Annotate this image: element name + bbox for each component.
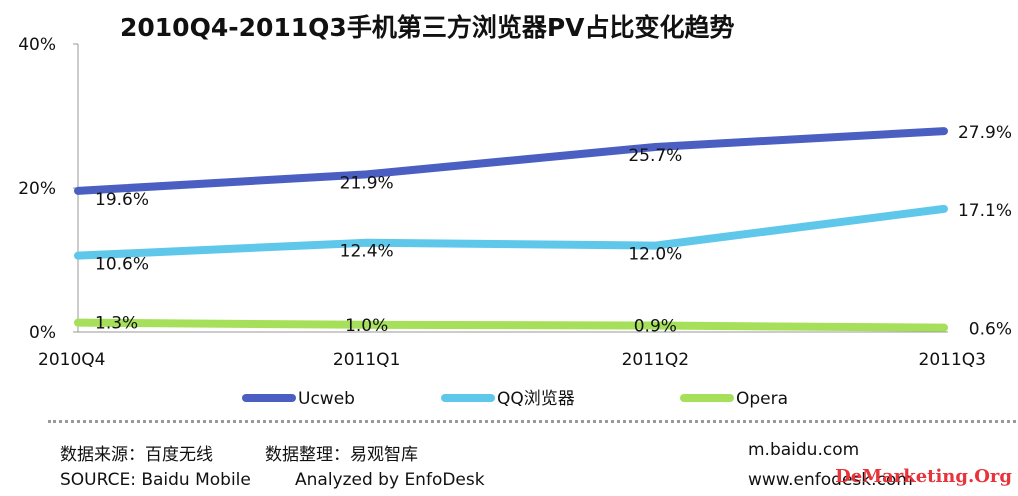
data-label: 17.1% bbox=[958, 201, 1012, 221]
x-tick-label: 2011Q1 bbox=[333, 350, 400, 370]
x-tick-label: 2011Q2 bbox=[622, 350, 689, 370]
data-label: 19.6% bbox=[95, 190, 149, 210]
data-label: 12.4% bbox=[340, 242, 394, 262]
series-line-1 bbox=[74, 204, 948, 260]
data-label: 0.9% bbox=[634, 317, 677, 337]
chart-axes: 0% 20% 40% 2010Q4 2011Q1 2011Q2 2011Q3 bbox=[18, 35, 986, 370]
data-label: 12.0% bbox=[628, 245, 682, 265]
legend-label: Ucweb bbox=[298, 389, 355, 409]
x-tick-label: 2011Q3 bbox=[919, 350, 986, 370]
series-line-2 bbox=[74, 318, 948, 332]
y-tick-label: 20% bbox=[18, 179, 56, 199]
analysis-en: Analyzed by EnfoDesk bbox=[295, 470, 485, 490]
watermark: DeMarketing.Org bbox=[835, 466, 1012, 487]
site-baidu: m.baidu.com bbox=[748, 440, 860, 460]
data-label: 0.6% bbox=[969, 320, 1012, 340]
analysis-cn: 数据整理：易观智库 bbox=[265, 445, 418, 465]
site-enfodesk: www.enfodesk.com bbox=[748, 470, 913, 490]
legend-label: Opera bbox=[736, 389, 788, 409]
data-label: 27.9% bbox=[958, 123, 1012, 143]
data-labels: 19.6% 21.9% 25.7% 27.9% 10.6% 12.4% 12.0% 17.1%… bbox=[95, 123, 1012, 340]
legend-label: QQ浏览器 bbox=[497, 389, 575, 409]
legend: Ucweb QQ浏览器 Opera bbox=[242, 389, 788, 409]
series-lines bbox=[74, 127, 948, 332]
data-label: 1.0% bbox=[345, 316, 388, 336]
data-label: 10.6% bbox=[95, 255, 149, 275]
data-label: 25.7% bbox=[628, 146, 682, 166]
footer-divider bbox=[48, 420, 1016, 423]
source-cn: 数据来源：百度无线 bbox=[60, 445, 213, 465]
y-tick-label: 40% bbox=[18, 35, 56, 55]
line-chart: 0% 20% 40% 2010Q4 2011Q1 2011Q2 2011Q3 19.6% 21… bbox=[18, 35, 1012, 409]
series-line-0 bbox=[74, 127, 948, 195]
x-tick-label: 2010Q4 bbox=[38, 350, 105, 370]
data-label: 21.9% bbox=[340, 173, 394, 193]
source-en: SOURCE: Baidu Mobile bbox=[60, 470, 251, 490]
chart-title: 2010Q4-2011Q3手机第三方浏览器PV占比变化趋势 bbox=[120, 13, 735, 42]
data-label: 1.3% bbox=[95, 314, 138, 334]
y-tick-label: 0% bbox=[29, 323, 56, 343]
